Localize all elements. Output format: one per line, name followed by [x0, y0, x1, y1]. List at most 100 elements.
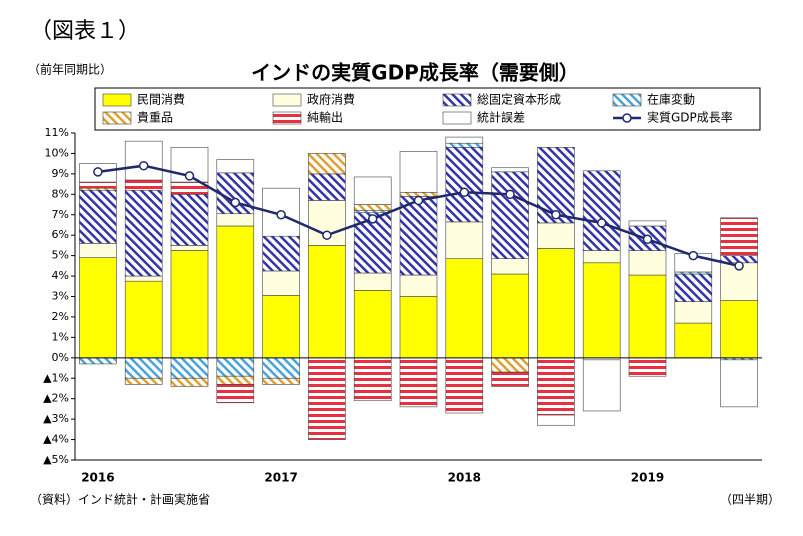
bar-segment — [537, 248, 575, 359]
line-marker — [505, 189, 515, 200]
figure-label: （図表１） — [30, 19, 140, 44]
legend-label: 総固定資本形成 — [477, 92, 561, 107]
bar-segment — [353, 176, 392, 205]
bar-segment — [79, 189, 117, 244]
bar-segment — [399, 357, 438, 408]
bar-segment — [353, 290, 392, 359]
bar-segment — [491, 258, 529, 275]
y-tick-label: ▲4% — [43, 433, 69, 446]
y-tick-label: 10% — [45, 146, 69, 159]
bar-segment — [537, 414, 575, 426]
legend-label: 民間消費 — [137, 92, 185, 107]
bar-segment — [124, 189, 163, 277]
bar-segment — [216, 159, 255, 174]
bar-segment — [674, 301, 713, 324]
bar-segment — [170, 377, 209, 387]
legend-swatch — [102, 93, 132, 107]
bar-segment — [674, 273, 713, 302]
y-tick-label: 6% — [52, 228, 69, 241]
bar-segment — [124, 357, 163, 379]
y-tick-label: ▲3% — [43, 412, 69, 425]
line-marker — [551, 210, 561, 220]
bar-segment — [399, 196, 438, 276]
bar-segment — [216, 384, 255, 404]
bar-segment — [445, 147, 484, 223]
bar-segment — [491, 167, 529, 173]
bar-segment — [720, 359, 758, 408]
y-tick-label: 2% — [52, 310, 69, 323]
bar-segment — [124, 275, 163, 282]
bar-segment — [216, 213, 255, 227]
legend-swatch — [102, 111, 132, 125]
y-tick-label: ▲2% — [43, 392, 69, 405]
line-marker — [230, 197, 241, 208]
bar-segment — [445, 357, 484, 414]
bar-segment — [628, 274, 667, 359]
bar-segment — [399, 151, 438, 193]
bar-segment — [353, 204, 392, 211]
bar-segment — [262, 295, 300, 359]
bar-segment — [262, 270, 300, 296]
bar-segment — [170, 250, 209, 359]
bar-segment — [216, 375, 255, 385]
x-axis-label: （四半期） — [720, 493, 780, 507]
x-tick-label: 2019 — [631, 471, 664, 485]
bar-segment — [124, 377, 163, 385]
bar-segment — [445, 136, 484, 144]
x-tick-label: 2017 — [264, 471, 297, 485]
line-marker — [413, 195, 424, 206]
bar-segment — [79, 181, 117, 189]
bar-segment — [399, 274, 438, 297]
y-tick-label: 5% — [52, 249, 69, 262]
legend-swatch — [442, 93, 472, 107]
y-tick-label: 1% — [52, 330, 69, 343]
legend-swatch — [442, 111, 472, 125]
x-tick-label: 2016 — [81, 471, 114, 485]
source: （資料）インド統計・計画実施省 — [30, 492, 210, 507]
legend-label: 在庫変動 — [647, 92, 695, 107]
bar-segment — [491, 273, 529, 359]
chart-title: インドの実質GDP成長率（需要側） — [251, 61, 579, 85]
line-marker — [734, 261, 744, 271]
bar-segment — [79, 357, 117, 365]
bar-segment — [79, 187, 117, 191]
y-tick-label: 11% — [45, 126, 69, 139]
bar-segment — [262, 377, 300, 385]
line-marker — [93, 167, 103, 177]
legend-label: 貴重品 — [137, 111, 173, 125]
bar-segment — [720, 300, 758, 359]
bar-segment — [262, 235, 300, 272]
bar-segment — [79, 243, 117, 258]
bar-segment — [720, 217, 758, 256]
legend-swatch — [272, 111, 302, 125]
bar-segment — [491, 371, 529, 387]
bar-segment — [308, 245, 346, 359]
bar-segment — [170, 194, 209, 246]
bar-segment — [582, 262, 621, 359]
bar-segment — [674, 271, 713, 275]
bar-segment — [170, 245, 209, 251]
bar-segment — [216, 225, 255, 359]
bar-segment — [308, 153, 346, 175]
line-marker — [459, 187, 470, 198]
bar-segment — [628, 250, 667, 276]
line-marker — [367, 214, 378, 224]
bar-segment — [79, 257, 117, 359]
bar-segment — [582, 359, 621, 412]
bar-segment — [216, 172, 255, 215]
legend-label: 統計誤差 — [477, 110, 525, 125]
bar-segment — [491, 357, 529, 373]
bar-segment — [582, 250, 621, 264]
y-tick-label: 0% — [52, 351, 69, 364]
y-tick-label: 3% — [52, 290, 69, 303]
bar-segment — [628, 220, 667, 227]
legend-swatch — [612, 93, 642, 107]
bar-segment — [216, 357, 255, 377]
line-marker — [322, 230, 332, 240]
bar-segment — [353, 272, 392, 291]
bar-segment — [308, 173, 346, 201]
x-tick-label: 2018 — [448, 471, 481, 485]
line-marker — [688, 250, 699, 261]
legend-box — [94, 87, 761, 131]
